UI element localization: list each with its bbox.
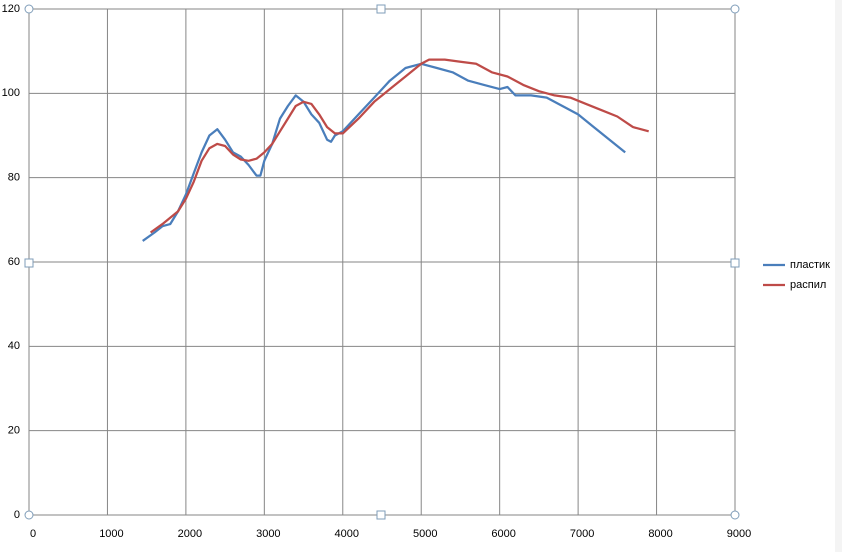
y-tick-label: 20: [8, 425, 20, 437]
x-tick-label: 2000: [178, 528, 202, 540]
y-tick-label: 100: [2, 87, 20, 99]
legend-label: распил: [790, 279, 826, 291]
handle[interactable]: [24, 510, 34, 520]
x-tick-label: 5000: [413, 528, 437, 540]
x-tick-label: 1000: [99, 528, 123, 540]
scrollbar: [835, 0, 842, 552]
x-tick-label: 6000: [491, 528, 515, 540]
handle[interactable]: [376, 510, 386, 520]
handle[interactable]: [24, 258, 34, 268]
plot-area: 0 20 40 60 80 100 120 0 1000 2000 3000 4000 5000 6000…: [2, 3, 831, 540]
y-tick-label: 120: [2, 3, 20, 15]
x-tick-label: 7000: [570, 528, 594, 540]
y-tick-label: 80: [8, 172, 20, 184]
y-tick-label: 60: [8, 256, 20, 268]
x-tick-label: 9000: [727, 528, 751, 540]
handle[interactable]: [376, 4, 386, 14]
handle[interactable]: [730, 510, 740, 520]
handle[interactable]: [24, 4, 34, 14]
line-series: [142, 62, 626, 242]
handle[interactable]: [730, 258, 740, 268]
handle[interactable]: [730, 4, 740, 14]
x-tick-label: 0: [30, 528, 36, 540]
legend-label: пластик: [790, 259, 830, 271]
x-tick-label: 3000: [256, 528, 280, 540]
line-series: [149, 58, 649, 234]
y-tick-label: 40: [8, 340, 20, 352]
selection-handles: [24, 4, 740, 520]
x-tick-label: 4000: [335, 528, 359, 540]
y-tick-label: 0: [14, 509, 20, 521]
x-tick-label: 8000: [648, 528, 672, 540]
